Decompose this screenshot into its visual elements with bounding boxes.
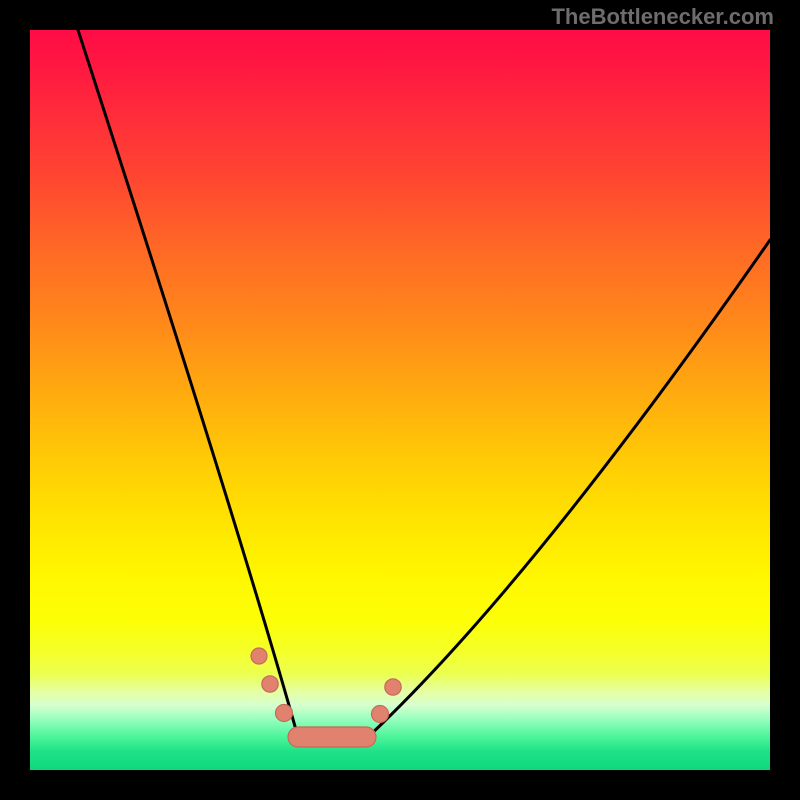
marker-dot bbox=[276, 705, 293, 722]
curve-layer bbox=[30, 30, 770, 770]
marker-dot bbox=[251, 648, 267, 664]
watermark-text: TheBottlenecker.com bbox=[551, 4, 774, 30]
marker-group bbox=[251, 648, 401, 747]
marker-pill bbox=[288, 727, 376, 747]
marker-dot bbox=[385, 679, 401, 695]
marker-dot bbox=[262, 676, 278, 692]
bottleneck-v-curve bbox=[78, 30, 770, 737]
outer-frame: TheBottlenecker.com bbox=[0, 0, 800, 800]
plot-area bbox=[30, 30, 770, 770]
marker-dot bbox=[372, 706, 389, 723]
